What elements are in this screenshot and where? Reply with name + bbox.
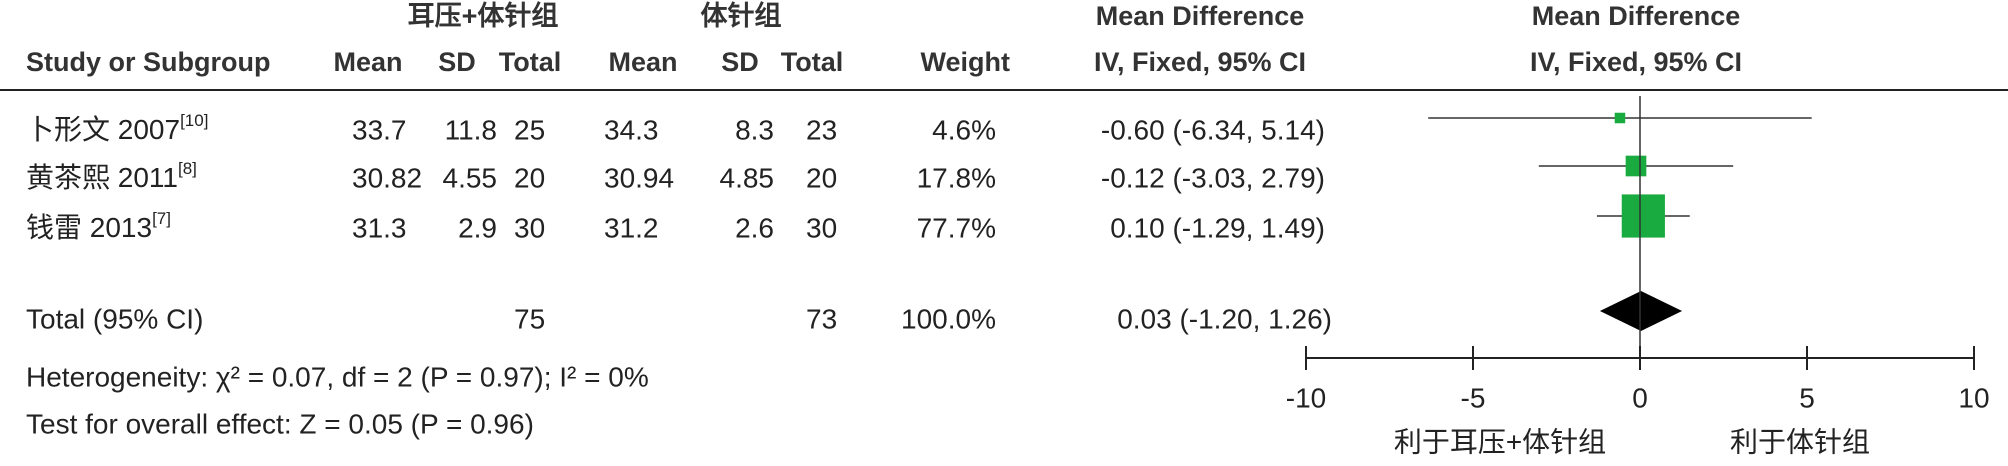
column-header: IV, Fixed, 95% CI <box>1094 47 1306 77</box>
overall-effect: Test for overall effect: Z = 0.05 (P = 0… <box>26 408 534 439</box>
x-tick-label: 10 <box>1958 382 1989 413</box>
group-header: 耳压+体针组 <box>408 0 559 31</box>
study-name: 卜形文 2007[10] <box>26 111 208 145</box>
reference: [8] <box>178 159 197 178</box>
cell: 31.2 <box>604 212 659 243</box>
effect-header: Mean Difference <box>1532 1 1741 31</box>
column-header: SD <box>438 47 476 77</box>
cell: 2.9 <box>458 212 497 243</box>
study-label: 黄茶熙 2011 <box>26 162 178 193</box>
cell: 73 <box>806 303 837 334</box>
reference: [7] <box>152 209 171 228</box>
cell: 33.7 <box>352 114 407 145</box>
cell: 20 <box>514 162 545 193</box>
total-name: Total (95% CI) <box>26 303 203 334</box>
weight-box <box>1625 155 1647 177</box>
cell: 23 <box>806 114 837 145</box>
cell: 0.10 (-1.29, 1.49) <box>1110 212 1325 243</box>
summary-diamond <box>1599 291 1683 331</box>
column-header: Weight <box>921 47 1011 77</box>
cell: 30 <box>514 212 545 243</box>
x-tick-label: 0 <box>1632 382 1648 413</box>
column-header: Total <box>781 47 844 77</box>
group-header: 体针组 <box>701 0 782 31</box>
column-header: Total <box>499 47 562 77</box>
column-header: IV, Fixed, 95% CI <box>1530 47 1742 77</box>
cell: 30.94 <box>604 162 674 193</box>
favours-left: 利于耳压+体针组 <box>1394 426 1606 457</box>
cell: 8.3 <box>735 114 774 145</box>
cell: 17.8% <box>917 162 996 193</box>
x-tick-label: -5 <box>1461 382 1486 413</box>
cell: -0.12 (-3.03, 2.79) <box>1101 162 1325 193</box>
study-name: 黄茶熙 2011[8] <box>26 159 197 193</box>
cell: 4.55 <box>443 162 498 193</box>
cell: 100.0% <box>901 303 996 334</box>
cell: 11.8 <box>445 114 497 145</box>
study-label: 钱雷 2013 <box>26 212 152 243</box>
column-header: Mean <box>608 47 677 77</box>
cell: 34.3 <box>604 114 659 145</box>
cell: 4.85 <box>720 162 775 193</box>
cell: -0.60 (-6.34, 5.14) <box>1101 114 1325 145</box>
cell: 30 <box>806 212 837 243</box>
cell: 2.6 <box>735 212 774 243</box>
cell: 30.82 <box>352 162 422 193</box>
reference: [10] <box>180 111 208 130</box>
x-tick-label: -10 <box>1286 382 1326 413</box>
cell: 75 <box>514 303 545 334</box>
weight-box <box>1614 112 1626 124</box>
cell: 0.03 (-1.20, 1.26) <box>1117 303 1332 334</box>
favours-right: 利于体针组 <box>1730 426 1870 457</box>
weight-box <box>1621 194 1665 238</box>
x-tick-label: 5 <box>1799 382 1815 413</box>
study-name: 钱雷 2013[7] <box>26 209 171 243</box>
study-label: 卜形文 2007 <box>26 114 180 145</box>
cell: 25 <box>514 114 545 145</box>
cell: 77.7% <box>917 212 996 243</box>
column-header: Study or Subgroup <box>26 47 270 77</box>
column-header: Mean <box>333 47 402 77</box>
effect-header: Mean Difference <box>1096 1 1305 31</box>
heterogeneity: Heterogeneity: χ² = 0.07, df = 2 (P = 0.… <box>26 361 649 392</box>
column-header: SD <box>721 47 759 77</box>
cell: 4.6% <box>932 114 996 145</box>
cell: 20 <box>806 162 837 193</box>
cell: 31.3 <box>352 212 407 243</box>
